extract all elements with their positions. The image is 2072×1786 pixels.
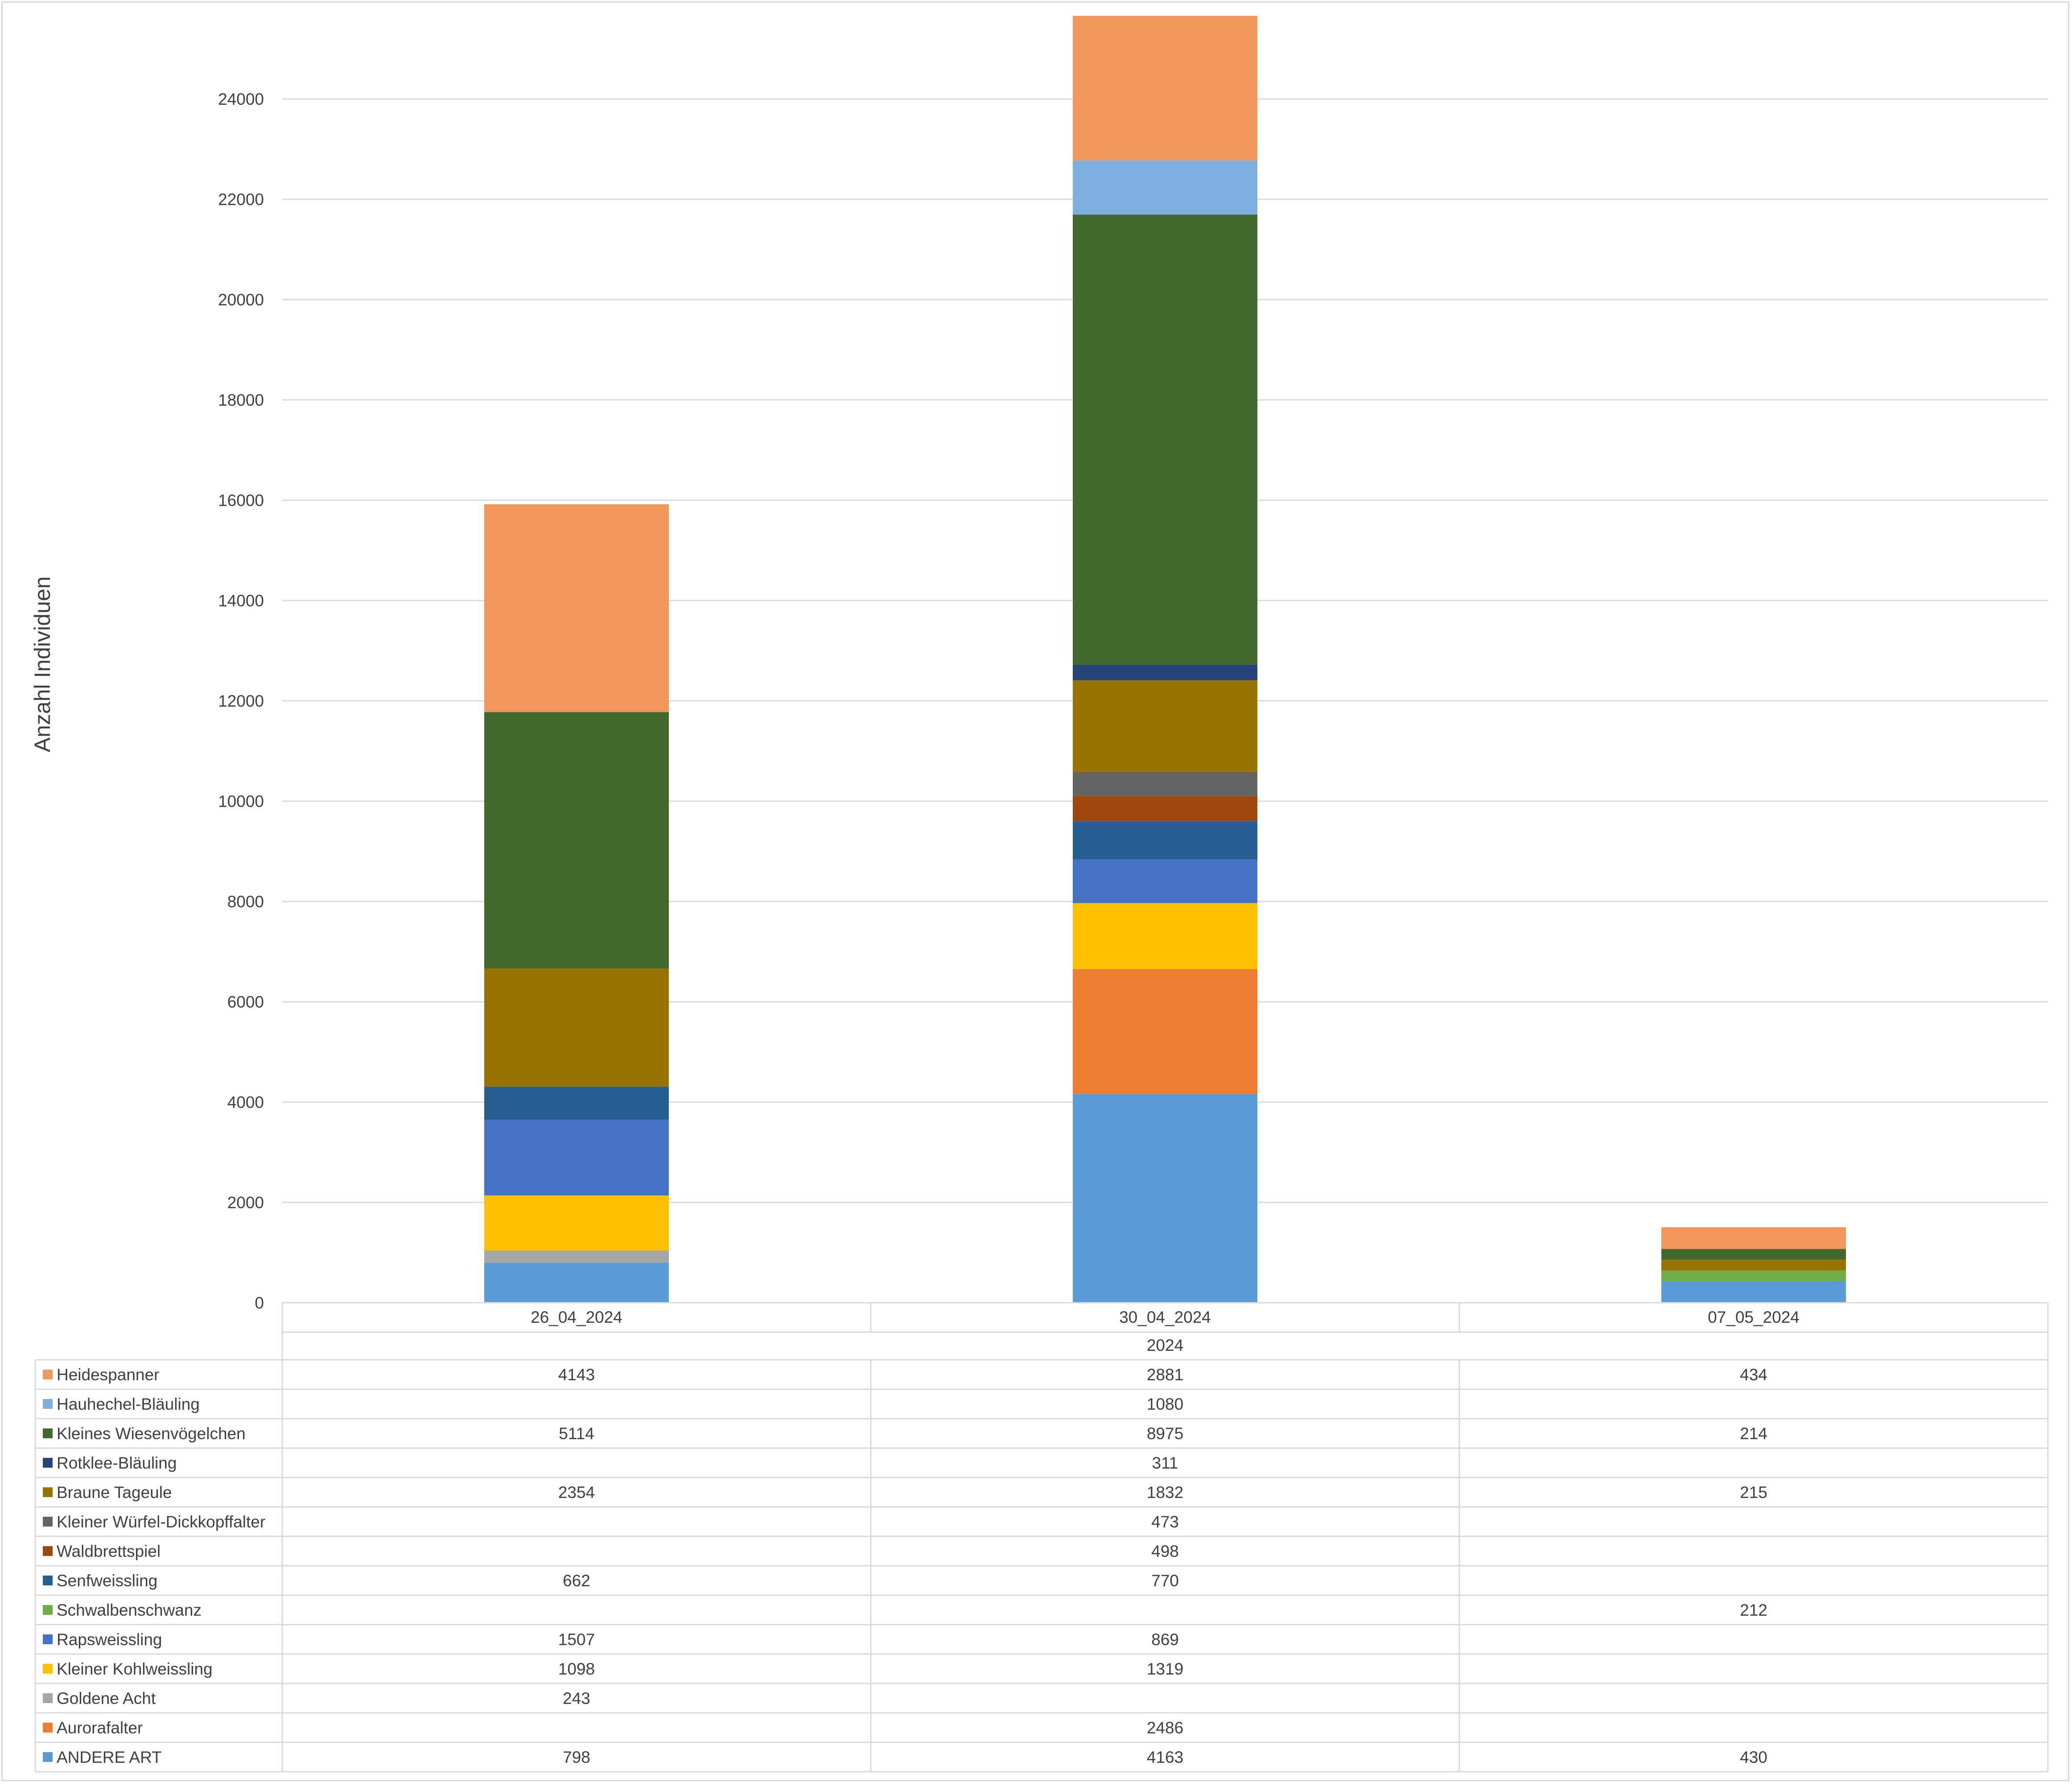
bar-segment <box>484 1119 669 1196</box>
data-table-value: 8975 <box>1147 1424 1183 1443</box>
legend-key <box>43 1664 53 1674</box>
bar-segment <box>1073 1094 1257 1303</box>
bar-segment <box>1661 1281 1846 1303</box>
y-tick-label: 6000 <box>227 993 264 1011</box>
y-tick-label: 20000 <box>218 291 264 309</box>
bar-segment <box>1073 821 1257 860</box>
data-table-value: 798 <box>563 1748 590 1766</box>
bar-segment <box>484 968 669 1087</box>
bar-segment <box>1661 1270 1846 1281</box>
legend-label: Braune Tageule <box>57 1483 172 1502</box>
data-table-value: 1098 <box>558 1660 595 1678</box>
bar-segment <box>1661 1227 1846 1249</box>
data-table-value: 430 <box>1740 1748 1767 1766</box>
bar-segment <box>484 1195 669 1251</box>
legend-key <box>43 1634 53 1644</box>
bar-segment <box>484 1086 669 1120</box>
legend-label: Rapsweissling <box>57 1630 162 1649</box>
legend-label: Kleiner Würfel-Dickkopffalter <box>57 1513 265 1531</box>
bar-segment <box>1073 903 1257 969</box>
bar-segment <box>1073 772 1257 796</box>
bar-segment <box>1073 680 1257 772</box>
y-tick-label: 8000 <box>227 893 264 911</box>
data-table-value: 243 <box>563 1689 590 1708</box>
y-tick-label: 4000 <box>227 1093 264 1111</box>
data-table-value: 498 <box>1151 1542 1179 1560</box>
y-tick-label: 2000 <box>227 1193 264 1212</box>
data-table-value: 2486 <box>1147 1719 1183 1737</box>
bar-segment <box>1661 1259 1846 1271</box>
legend-key <box>43 1546 53 1556</box>
legend-key <box>43 1752 53 1762</box>
bar-segment <box>1073 969 1257 1094</box>
legend-label: Kleiner Kohlweissling <box>57 1660 213 1678</box>
bar-segment <box>1073 859 1257 903</box>
y-tick-label: 16000 <box>218 491 264 510</box>
y-tick-label: 14000 <box>218 592 264 610</box>
legend-label: Waldbrettspiel <box>57 1542 161 1560</box>
data-table-value: 2354 <box>558 1483 595 1502</box>
y-tick-label: 12000 <box>218 692 264 710</box>
data-table-value: 770 <box>1151 1572 1179 1590</box>
legend-label: Kleines Wiesenvögelchen <box>57 1424 246 1443</box>
legend-label: Goldene Acht <box>57 1689 156 1708</box>
legend-label: Schwalbenschwanz <box>57 1601 202 1619</box>
legend-key <box>43 1370 53 1379</box>
data-table-value: 311 <box>1152 1454 1178 1472</box>
legend-key <box>43 1458 53 1468</box>
x-tick-label: 07_05_2024 <box>1708 1308 1800 1326</box>
data-table-value: 212 <box>1740 1601 1767 1619</box>
x-tick-label: 26_04_2024 <box>531 1308 622 1326</box>
legend-key <box>43 1576 53 1585</box>
bar-segment <box>484 1250 669 1263</box>
legend-key <box>43 1428 53 1438</box>
y-tick-label: 22000 <box>218 190 264 209</box>
legend-label: Hauhechel-Bläuling <box>57 1395 200 1413</box>
y-tick-label: 10000 <box>218 792 264 811</box>
bar-segment <box>1073 796 1257 821</box>
data-table-value: 1080 <box>1147 1395 1183 1413</box>
bar-segment <box>1073 16 1257 160</box>
data-table-value: 214 <box>1740 1424 1767 1443</box>
x-tick-label: 30_04_2024 <box>1119 1308 1211 1326</box>
data-table-value: 434 <box>1740 1366 1767 1384</box>
bar-segment <box>1661 1249 1846 1260</box>
legend-label: Senfweissling <box>57 1572 157 1590</box>
data-table-value: 4163 <box>1147 1748 1183 1766</box>
bar-segment <box>1073 160 1257 215</box>
y-tick-label: 0 <box>255 1294 264 1312</box>
legend-key <box>43 1693 53 1703</box>
data-table-value: 4143 <box>558 1366 595 1384</box>
data-table-value: 662 <box>563 1572 590 1590</box>
y-axis-title: Anzahl Individuen <box>30 576 55 753</box>
data-table-value: 869 <box>1151 1630 1179 1649</box>
legend-key <box>43 1723 53 1733</box>
data-table-value: 215 <box>1740 1483 1767 1502</box>
legend-key <box>43 1487 53 1497</box>
data-table-value: 1319 <box>1147 1660 1183 1678</box>
legend-label: Rotklee-Bläuling <box>57 1454 177 1472</box>
data-table-value: 1507 <box>558 1630 595 1649</box>
category-group-label: 2024 <box>1147 1336 1183 1354</box>
bar-segment <box>484 504 669 712</box>
data-table-value: 473 <box>1151 1513 1179 1531</box>
legend-key <box>43 1399 53 1409</box>
bar-segment <box>1073 664 1257 680</box>
y-tick-label: 24000 <box>218 90 264 108</box>
y-tick-label: 18000 <box>218 391 264 409</box>
legend-key <box>43 1605 53 1615</box>
bar-segment <box>484 712 669 969</box>
data-table-value: 2881 <box>1147 1366 1183 1384</box>
legend-label: Heidespanner <box>57 1366 159 1384</box>
bar-segment <box>1073 214 1257 665</box>
bar-segment <box>484 1263 669 1303</box>
legend-label: ANDERE ART <box>57 1748 162 1766</box>
legend-key <box>43 1517 53 1527</box>
legend-label: Aurorafalter <box>57 1719 143 1737</box>
data-table-value: 1832 <box>1147 1483 1183 1502</box>
data-table-value: 5114 <box>559 1424 594 1443</box>
